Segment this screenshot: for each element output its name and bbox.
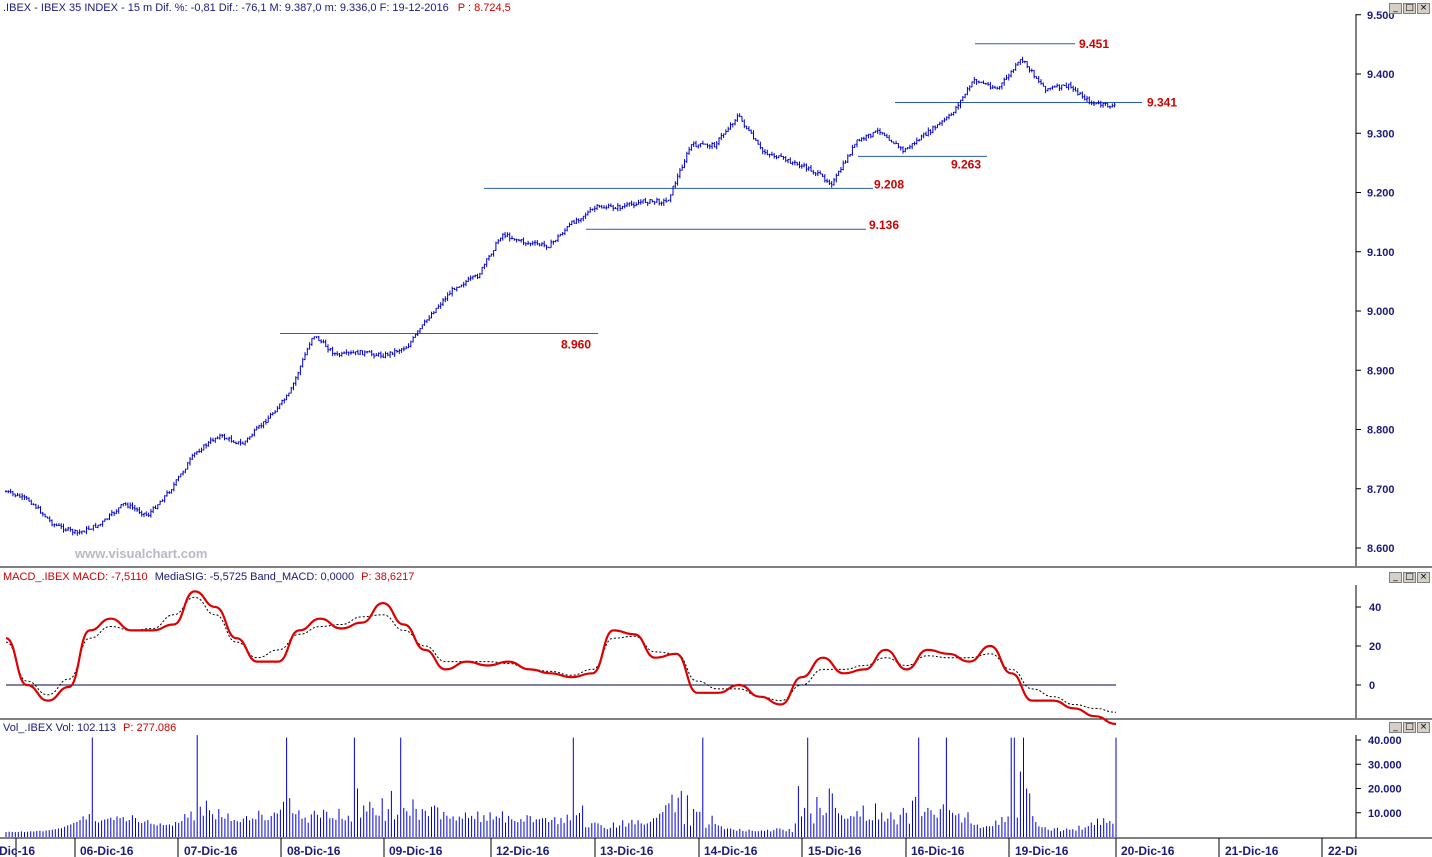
macd-y-axis: 40 20 0 [1356, 602, 1381, 692]
date-x-axis: Dic-16 06-Dic-16 07-Dic-16 08-Dic-16 09-Dic-… [0, 838, 1357, 857]
volume-header: Vol_.IBEX Vol: 102.113 P: 277.086 [3, 722, 176, 734]
volume-restore-button[interactable]: □ [1403, 722, 1416, 733]
macd-header: MACD_.IBEX MACD: -7,5110 MediaSIG: -5,57… [3, 571, 414, 583]
price-tick-label: 8.700 [1367, 484, 1395, 496]
macd-header-mid: MediaSIG: -5,5725 Band_MACD: 0,0000 [155, 571, 354, 583]
macd-close-button[interactable]: × [1417, 572, 1430, 583]
price-series [5, 56, 1116, 536]
macd-signal-line [5, 596, 1117, 713]
volume-header-prefix: Vol_.IBEX Vol: 102.113 [3, 722, 116, 734]
macd-tick-label: 20 [1369, 641, 1381, 653]
price-header: .IBEX - IBEX 35 INDEX - 15 m Dif. %: -0,… [3, 2, 511, 14]
date-label: 22-Di [1328, 844, 1357, 857]
volume-tick-label: 40.000 [1368, 735, 1402, 747]
watermark: www.visualchart.com [74, 546, 207, 561]
price-tick-label: 9.200 [1367, 188, 1395, 200]
price-tick-label: 8.900 [1367, 365, 1395, 377]
level-label: 9.451 [1079, 37, 1109, 51]
level-label: 9.263 [951, 157, 981, 171]
date-label: 16-Dic-16 [911, 844, 965, 857]
price-tick-label: 8.600 [1367, 543, 1395, 555]
date-label: 06-Dic-16 [80, 844, 134, 857]
macd-minimize-button[interactable]: _ [1389, 572, 1402, 583]
macd-tick-label: 40 [1369, 602, 1381, 614]
price-tick-label: 9.400 [1367, 69, 1395, 81]
macd-restore-button[interactable]: □ [1403, 572, 1416, 583]
date-label: Dic-16 [0, 844, 35, 857]
date-label: 14-Dic-16 [704, 844, 758, 857]
date-label: 09-Dic-16 [389, 844, 443, 857]
panel-frames [0, 14, 1432, 839]
price-tick-label: 9.500 [1367, 10, 1395, 22]
volume-tick-label: 10.000 [1368, 808, 1402, 820]
level-label: 9.208 [874, 177, 904, 191]
price-y-axis: 8.600 8.700 8.800 8.900 9.000 9.100 9.200 9.300… [1356, 10, 1395, 555]
volume-close-button[interactable]: × [1417, 722, 1430, 733]
price-minimize-button[interactable]: _ [1389, 3, 1402, 14]
price-tick-label: 9.300 [1367, 128, 1395, 140]
level-label: 9.136 [869, 218, 899, 232]
volume-minimize-button[interactable]: _ [1389, 722, 1402, 733]
date-label: 08-Dic-16 [287, 844, 341, 857]
date-label: 12-Dic-16 [496, 844, 550, 857]
volume-header-p: P: 277.086 [123, 722, 176, 734]
macd-main-line [5, 590, 1117, 726]
macd-header-prefix: MACD_.IBEX MACD: -7,5110 [3, 571, 148, 583]
price-close-button[interactable]: × [1417, 3, 1430, 14]
price-tick-label: 8.800 [1367, 425, 1395, 437]
level-label: 9.341 [1147, 95, 1177, 109]
price-tick-label: 9.000 [1367, 306, 1395, 318]
date-label: 15-Dic-16 [808, 844, 862, 857]
support-resistance-levels: 9.451 9.341 9.263 9.208 9.136 8.960 [280, 37, 1177, 352]
date-label: 07-Dic-16 [184, 844, 238, 857]
volume-bars [5, 735, 1117, 837]
volume-tick-label: 20.000 [1368, 784, 1402, 796]
level-label: 8.960 [561, 338, 591, 352]
price-header-prefix: .IBEX - IBEX 35 INDEX - 15 m Dif. %: -0,… [3, 2, 449, 14]
price-restore-button[interactable]: □ [1403, 3, 1416, 14]
macd-header-p: P: 38,6217 [361, 571, 414, 583]
price-header-p: P : 8.724,5 [458, 2, 511, 14]
date-label: 20-Dic-16 [1121, 844, 1175, 857]
volume-y-axis: 40.000 30.000 20.000 10.000 [1356, 735, 1402, 820]
volume-tick-label: 30.000 [1368, 759, 1402, 771]
date-label: 21-Dic-16 [1225, 844, 1279, 857]
macd-tick-label: 0 [1369, 680, 1375, 692]
price-tick-label: 9.100 [1367, 247, 1395, 259]
date-label: 19-Dic-16 [1015, 844, 1069, 857]
date-label: 13-Dic-16 [600, 844, 654, 857]
